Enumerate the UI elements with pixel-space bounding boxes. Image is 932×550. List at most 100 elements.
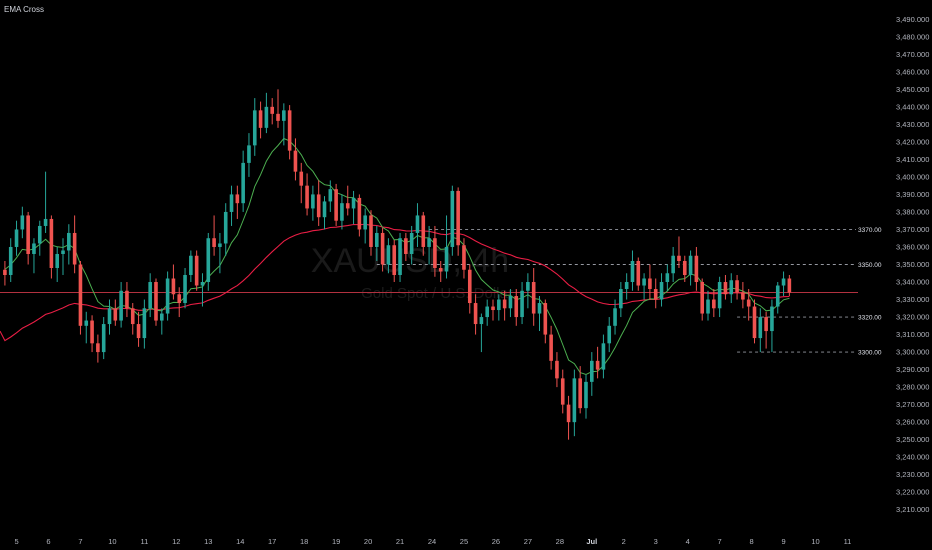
candle: [90, 315, 94, 353]
x-tick-label: 14: [236, 537, 244, 546]
x-tick-label: 10: [108, 537, 116, 546]
candle: [653, 278, 658, 309]
candle: [630, 250, 635, 291]
candle: [206, 232, 211, 291]
x-tick-label: 24: [428, 537, 436, 546]
candle: [502, 290, 507, 321]
candle: [404, 232, 408, 261]
x-tick-label: 12: [172, 537, 180, 546]
candle: [386, 238, 391, 274]
y-tick-label: 3,480.000: [896, 32, 929, 41]
candle: [32, 238, 36, 274]
candle: [357, 194, 362, 237]
y-tick-label: 3,450.000: [896, 85, 929, 94]
candle: [125, 282, 129, 318]
candle: [311, 185, 315, 221]
candle: [171, 264, 176, 300]
level-label: 3320.00: [858, 314, 882, 321]
y-tick-label: 3,230.000: [896, 470, 929, 479]
candle: [537, 296, 542, 332]
candle: [212, 215, 216, 256]
candle: [67, 224, 71, 265]
y-tick-label: 3,310.000: [896, 330, 929, 339]
candle: [409, 225, 414, 265]
x-tick-label: 28: [556, 537, 564, 546]
candle: [20, 206, 25, 239]
x-tick-label: 11: [140, 537, 148, 546]
candle: [723, 275, 728, 300]
candle: [659, 273, 664, 307]
y-tick-label: 3,350.000: [896, 260, 929, 269]
candle: [84, 311, 89, 344]
candle: [497, 294, 501, 321]
candle: [682, 255, 687, 283]
x-tick-label: 9: [781, 537, 785, 546]
y-tick-label: 3,420.000: [896, 137, 929, 146]
candle: [363, 208, 367, 244]
candle: [223, 203, 228, 256]
candle: [287, 105, 292, 160]
candle: [584, 374, 588, 419]
y-tick-label: 3,370.000: [896, 225, 929, 234]
candle: [491, 299, 495, 321]
candle: [787, 275, 792, 297]
candle: [96, 334, 100, 363]
candle: [566, 395, 571, 440]
time-axis[interactable]: 5 6 7 10 11 12 13 14 17 18 19 20 21 24 25 26 27 28 Jul 2 3 4 7…: [14, 537, 851, 546]
candle: [369, 210, 373, 256]
x-tick-label: 2: [622, 537, 626, 546]
y-tick-label: 3,410.000: [896, 155, 929, 164]
x-tick-label: 18: [300, 537, 308, 546]
candle: [479, 313, 484, 353]
level-label: 3350.00: [858, 262, 882, 269]
x-tick-label: 4: [686, 537, 690, 546]
x-tick-label: 7: [718, 537, 722, 546]
candle: [293, 138, 298, 181]
candle: [276, 89, 280, 128]
x-tick-label: 8: [750, 537, 754, 546]
candle: [700, 278, 705, 321]
candle: [229, 185, 234, 226]
x-tick-label: 27: [524, 537, 532, 546]
y-tick-label: 3,390.000: [896, 190, 929, 199]
horizontal-levels: 3370.00 3350.00 3320.00 3300.00: [376, 227, 882, 356]
candle: [8, 238, 13, 283]
candle: [78, 260, 83, 335]
candle: [200, 273, 205, 307]
candle: [159, 308, 164, 335]
candle: [101, 317, 106, 360]
candle: [247, 133, 251, 177]
y-tick-label: 3,430.000: [896, 120, 929, 129]
candle: [264, 92, 269, 134]
candle: [322, 196, 327, 230]
x-tick-label: 6: [46, 537, 50, 546]
candle: [438, 260, 443, 283]
candle: [235, 185, 240, 219]
candle: [764, 311, 768, 349]
candle: [729, 273, 734, 304]
candle: [282, 103, 286, 146]
candle: [43, 171, 48, 233]
candle: [421, 211, 426, 256]
y-tick-label: 3,360.000: [896, 242, 929, 251]
candle: [665, 264, 670, 291]
candle: [450, 185, 455, 256]
y-tick-label: 3,280.000: [896, 383, 929, 392]
candle: [677, 236, 681, 268]
indicator-title[interactable]: EMA Cross: [4, 5, 44, 14]
candle: [578, 366, 582, 414]
y-tick-label: 3,440.000: [896, 102, 929, 111]
candle: [316, 180, 321, 226]
candle: [520, 282, 524, 325]
y-tick-label: 3,460.000: [896, 67, 929, 76]
candle: [61, 238, 65, 276]
candle: [299, 162, 304, 204]
x-tick-label: 7: [78, 537, 82, 546]
price-axis[interactable]: 3,490.000 3,480.000 3,470.000 3,460.000 3,45…: [896, 15, 929, 514]
candle: [770, 299, 774, 353]
candle: [258, 101, 263, 139]
candle: [340, 194, 344, 230]
x-tick-label: Jul: [586, 537, 597, 546]
candle: [3, 260, 7, 286]
